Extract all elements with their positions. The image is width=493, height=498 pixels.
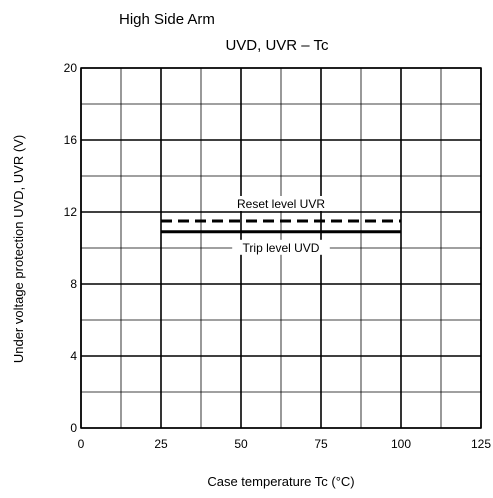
x-tick-label: 75 [314, 437, 328, 451]
x-tick-label: 125 [471, 437, 491, 451]
series-label-uvr: Reset level UVR [237, 197, 325, 211]
chart-title: High Side Arm [119, 11, 215, 28]
x-tick-label: 25 [154, 437, 168, 451]
y-tick-label: 16 [64, 133, 78, 147]
x-tick-label: 0 [78, 437, 85, 451]
x-tick-labels: 0 25 50 75 100 125 [78, 437, 492, 451]
x-tick-label: 100 [391, 437, 411, 451]
y-axis-label: Under voltage protection UVD, UVR (V) [11, 135, 26, 363]
series-label-background [232, 239, 330, 255]
series-label-uvd: Trip level UVD [243, 241, 320, 255]
y-tick-label: 12 [64, 205, 78, 219]
x-axis-label: Case temperature Tc (°C) [207, 474, 354, 489]
y-tick-labels: 0 4 8 12 16 20 [64, 61, 78, 435]
plot-frame [80, 67, 482, 429]
series-layer: Reset level UVR Trip level UVD [161, 196, 401, 255]
chart-subtitle: UVD, UVR – Tc [225, 37, 329, 54]
y-tick-label: 4 [70, 349, 77, 363]
y-tick-label: 20 [64, 61, 78, 75]
x-tick-label: 50 [234, 437, 248, 451]
y-tick-label: 0 [70, 421, 77, 435]
y-tick-label: 8 [70, 277, 77, 291]
series-label-background [229, 196, 333, 211]
